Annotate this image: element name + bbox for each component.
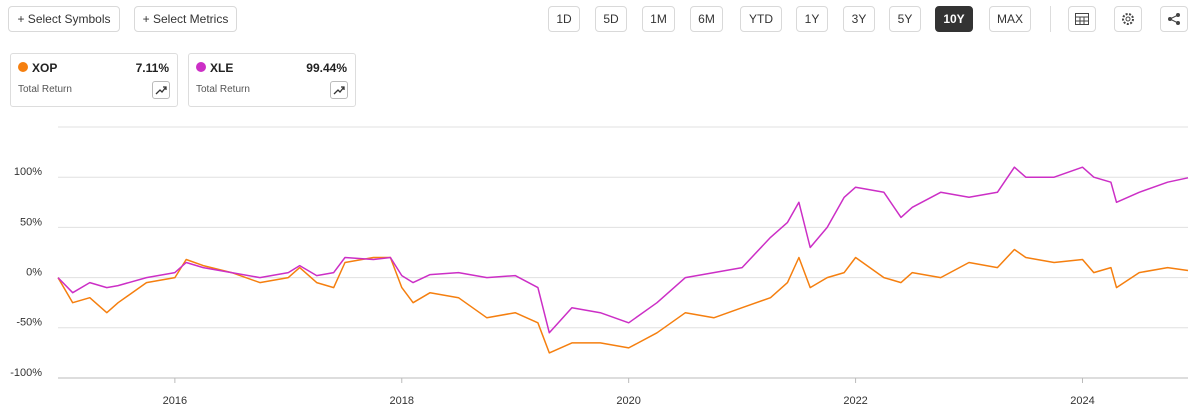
separator (1050, 6, 1051, 32)
table-button[interactable] (1068, 6, 1096, 32)
gear-icon (1122, 13, 1134, 25)
x-tick-label: 2024 (1070, 395, 1094, 407)
period-button[interactable]: 1D (548, 6, 580, 32)
settings-button[interactable] (1114, 6, 1142, 32)
share-icon (1168, 13, 1180, 25)
y-tick-label: 100% (14, 166, 42, 178)
metric-label: Total Return (196, 84, 250, 95)
y-tick-label: -50% (16, 317, 42, 329)
period-button[interactable]: 3Y (843, 6, 875, 32)
total-return-value: 7.11% (135, 61, 169, 75)
period-button[interactable]: 1M (642, 6, 675, 32)
chart-type-icon[interactable] (152, 81, 170, 99)
legend-symbol: XLE (210, 61, 234, 75)
period-button[interactable]: 5D (595, 6, 627, 32)
y-tick-label: -100% (10, 367, 42, 379)
total-return-value: 99.44% (306, 61, 347, 75)
legend-symbol: XOP (32, 61, 58, 75)
period-button[interactable]: MAX (989, 6, 1031, 32)
series-line (57, 166, 1189, 334)
metric-label: Total Return (18, 84, 72, 95)
period-button[interactable]: 1Y (796, 6, 828, 32)
table-icon (1075, 13, 1089, 25)
x-tick-label: 2022 (843, 395, 867, 407)
legend-card[interactable]: XLE 99.44% Total Return (188, 53, 356, 107)
x-tick-label: 2018 (390, 395, 414, 407)
share-button[interactable] (1160, 6, 1188, 32)
y-tick-label: 50% (20, 216, 42, 228)
legend-swatch (196, 62, 206, 72)
y-tick-label: 0% (26, 267, 42, 279)
series-line (57, 248, 1189, 354)
select-button[interactable]: + Select Metrics (134, 6, 237, 32)
chart-type-icon[interactable] (330, 81, 348, 99)
period-button[interactable]: 10Y (935, 6, 973, 32)
period-button[interactable]: 6M (690, 6, 723, 32)
x-tick-label: 2020 (616, 395, 640, 407)
legend-card[interactable]: XOP 7.11% Total Return (10, 53, 178, 107)
select-button[interactable]: + Select Symbols (8, 6, 120, 32)
legend-swatch (18, 62, 28, 72)
period-button[interactable]: 5Y (889, 6, 921, 32)
trend-icon (333, 86, 345, 95)
trend-icon (155, 86, 167, 95)
x-tick-label: 2016 (163, 395, 187, 407)
period-button[interactable]: YTD (740, 6, 782, 32)
